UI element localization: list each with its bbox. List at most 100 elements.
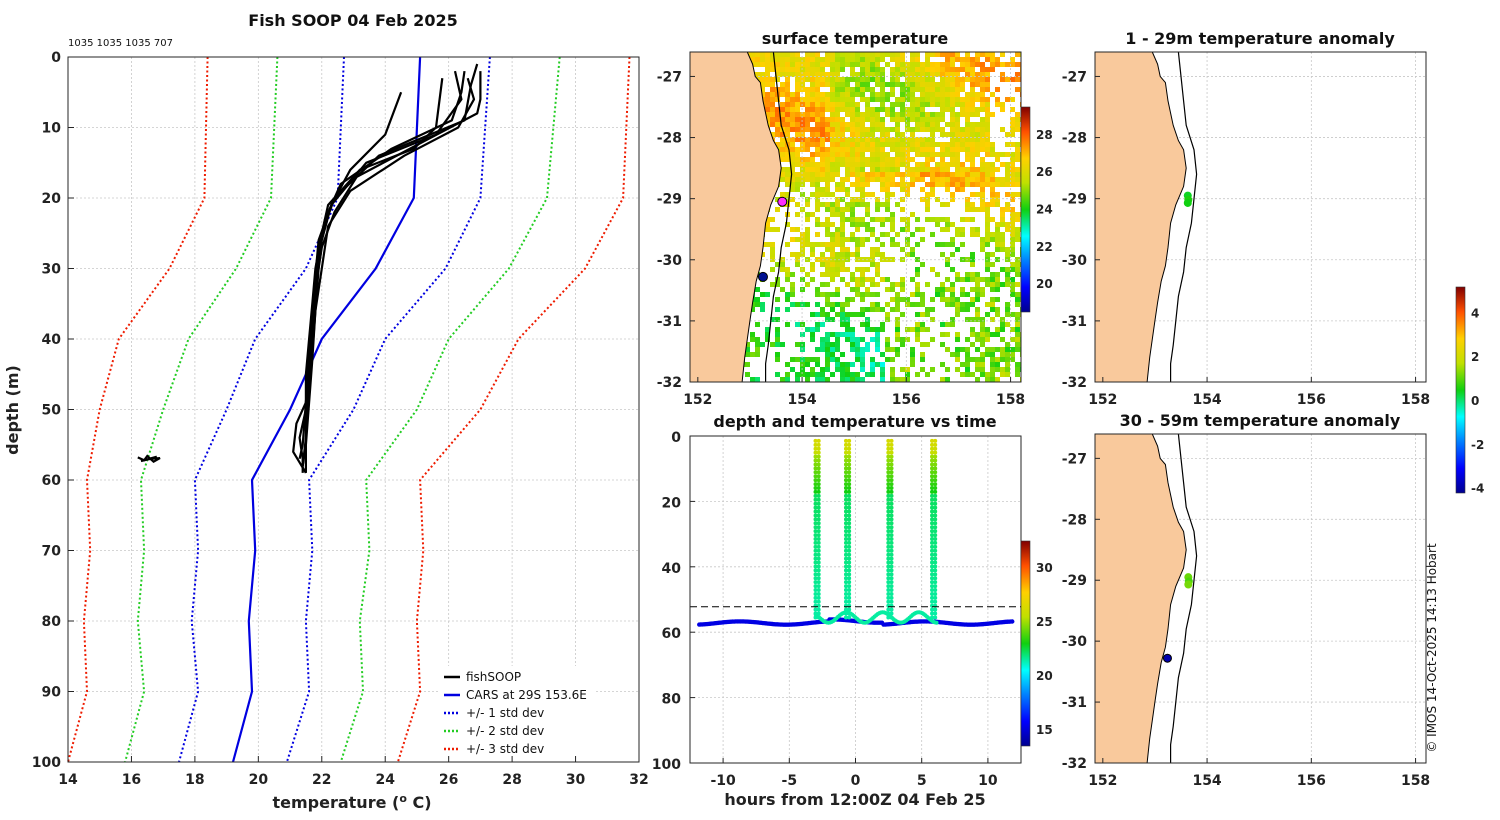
sst-pixel xyxy=(795,57,800,62)
sst-pixel xyxy=(970,72,975,77)
sst-pixel xyxy=(870,247,875,252)
depth-time-point xyxy=(816,505,821,510)
sst-pixel xyxy=(765,107,770,112)
sst-pixel xyxy=(875,362,880,367)
depth-time-xlabel: hours from 12:00Z 04 Feb 25 xyxy=(724,790,985,809)
sst-pixel xyxy=(865,322,870,327)
depth-time-point xyxy=(847,454,852,459)
sst-pixel xyxy=(790,107,795,112)
sst-pixel xyxy=(890,112,895,117)
sst-pixel xyxy=(800,72,805,77)
sst-pixel xyxy=(955,307,960,312)
sst-pixel xyxy=(895,77,900,82)
sst-pixel xyxy=(840,372,845,377)
sst-pixel xyxy=(820,62,825,67)
depth-time-point xyxy=(933,529,938,534)
sst-pixel xyxy=(780,67,785,72)
sst-pixel xyxy=(795,177,800,182)
depth-time-point xyxy=(847,462,852,467)
sst-pixel xyxy=(875,62,880,67)
sst-pixel xyxy=(830,302,835,307)
sst-pixel xyxy=(830,372,835,377)
depth-time-point xyxy=(886,509,891,514)
sst-pixel xyxy=(960,162,965,167)
depth-time-title: depth and temperature vs time xyxy=(713,412,996,431)
sst-pixel xyxy=(1015,367,1020,372)
depth-time-point xyxy=(847,442,852,447)
sst-pixel xyxy=(855,177,860,182)
sst-pixel xyxy=(990,162,995,167)
sst-pixel xyxy=(1015,142,1020,147)
sst-pixel xyxy=(880,252,885,257)
sst-pixel xyxy=(825,267,830,272)
sst-pixel xyxy=(840,137,845,142)
sst-pixel xyxy=(850,272,855,277)
anomaly-shallow-y-tick-label: -30 xyxy=(1062,253,1088,269)
anomaly-colorbar-tick-label: 4 xyxy=(1471,306,1479,320)
sst-pixel xyxy=(770,52,775,57)
sst-pixel xyxy=(810,137,815,142)
depth-time-point xyxy=(843,525,848,530)
depth-time-colorbar-tick-label: 20 xyxy=(1036,669,1053,683)
sst-pixel xyxy=(885,287,890,292)
depth-time-point xyxy=(933,599,938,604)
sst-pixel xyxy=(950,317,955,322)
sst-pixel xyxy=(815,142,820,147)
depth-time-point xyxy=(886,595,891,600)
sst-pixel xyxy=(980,202,985,207)
sst-pixel xyxy=(810,142,815,147)
sst-pixel xyxy=(870,97,875,102)
depth-time-point xyxy=(930,552,935,557)
sst-pixel xyxy=(930,52,935,57)
sst-pixel xyxy=(960,287,965,292)
sst-pixel xyxy=(955,157,960,162)
depth-time-point xyxy=(886,454,891,459)
sst-pixel xyxy=(875,237,880,242)
sst-pixel xyxy=(850,92,855,97)
sst-pixel xyxy=(985,152,990,157)
anomaly-deep-title: 30 - 59m temperature anomaly xyxy=(1120,411,1401,430)
depth-time-x-tick-label: 10 xyxy=(978,773,998,789)
sst-pixel xyxy=(875,292,880,297)
sst-pixel xyxy=(910,277,915,282)
sst-pixel xyxy=(810,177,815,182)
sst-pixel xyxy=(915,87,920,92)
sst-pixel xyxy=(1000,212,1005,217)
anomaly-deep-map xyxy=(1095,434,1426,763)
sst-pixel xyxy=(830,52,835,57)
sst-pixel xyxy=(865,317,870,322)
sst-pixel xyxy=(935,67,940,72)
sst-pixel xyxy=(1000,177,1005,182)
sst-pixel xyxy=(775,112,780,117)
sst-pixel xyxy=(855,157,860,162)
sst-pixel xyxy=(910,77,915,82)
depth-time-point xyxy=(816,564,821,569)
sst-pixel xyxy=(795,182,800,187)
sst-pixel xyxy=(820,152,825,157)
depth-time-point xyxy=(816,466,821,471)
sst-pixel xyxy=(985,252,990,257)
depth-time-point xyxy=(813,584,818,589)
depth-time-point xyxy=(847,513,852,518)
sst-pixel xyxy=(970,182,975,187)
depth-time-point xyxy=(843,489,848,494)
sst-pixel xyxy=(830,127,835,132)
depth-time-point xyxy=(816,513,821,518)
sst-pixel xyxy=(805,67,810,72)
anomaly-deep-y-tick-label: -27 xyxy=(1062,451,1087,467)
sst-pixel xyxy=(975,307,980,312)
depth-time-point xyxy=(933,450,938,455)
sst-pixel xyxy=(785,182,790,187)
sst-pixel xyxy=(895,132,900,137)
sst-pixel xyxy=(900,117,905,122)
sst-pixel xyxy=(880,177,885,182)
sst-pixel xyxy=(800,112,805,117)
sst-pixel xyxy=(840,197,845,202)
sst-pixel xyxy=(1005,207,1010,212)
sst-pixel xyxy=(795,162,800,167)
sst-pixel xyxy=(860,277,865,282)
depth-time-point xyxy=(930,466,935,471)
sst-pixel xyxy=(785,267,790,272)
sst-pixel xyxy=(855,137,860,142)
depth-time-point xyxy=(813,591,818,596)
